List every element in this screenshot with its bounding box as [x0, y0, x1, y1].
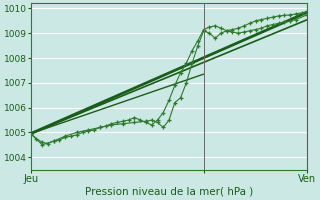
- X-axis label: Pression niveau de la mer( hPa ): Pression niveau de la mer( hPa ): [85, 187, 253, 197]
